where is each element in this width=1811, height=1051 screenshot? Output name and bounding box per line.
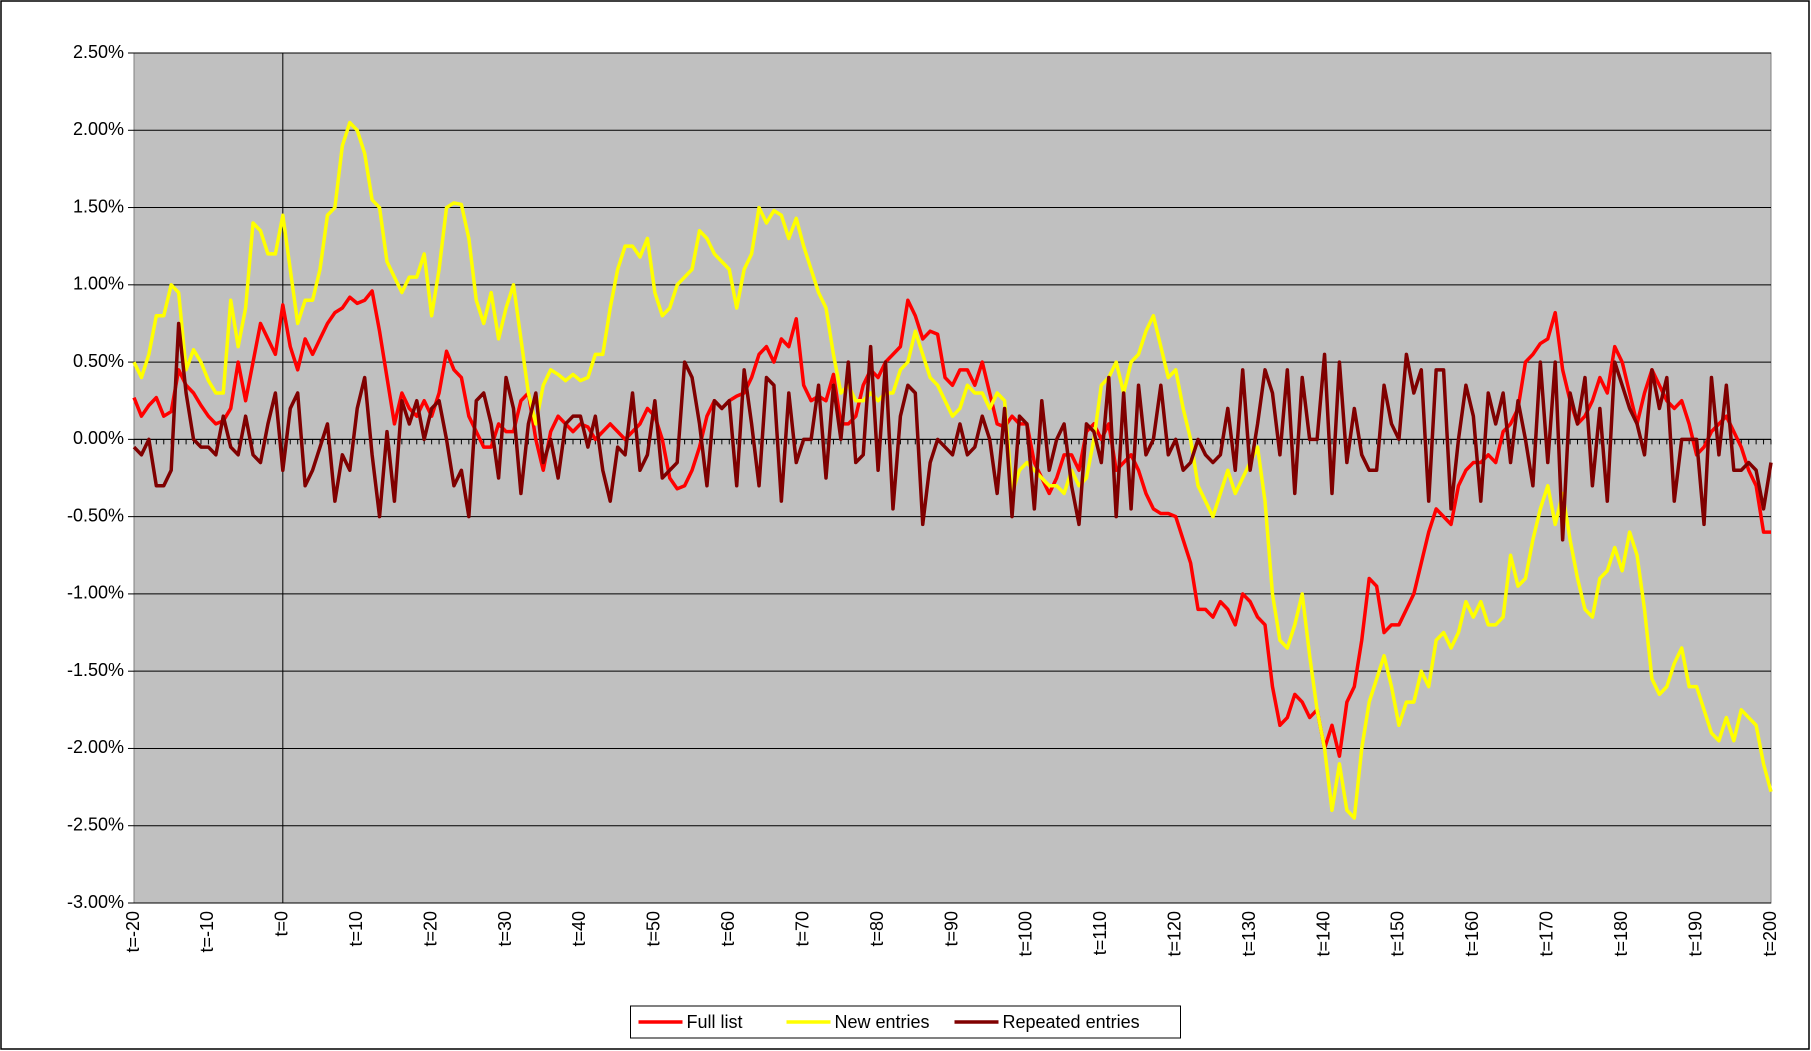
x-tick-label: t=170 [1537,911,1557,957]
y-tick-label: 2.50% [73,42,124,62]
x-tick-label: t=100 [1016,911,1036,957]
y-tick-label: -2.50% [67,814,124,834]
x-tick-label: t=90 [941,911,961,947]
x-tick-label: t=40 [569,911,589,947]
x-tick-label: t=160 [1462,911,1482,957]
series-line [132,289,1771,758]
y-tick-label: 2.00% [73,119,124,139]
x-tick-label: t=50 [644,911,664,947]
x-tick-label: t=120 [1164,911,1184,957]
x-tick-label: t=80 [867,911,887,947]
x-tick-label: t=10 [346,911,366,947]
y-tick-label: 0.00% [73,428,124,448]
x-tick-label: t=140 [1313,911,1333,957]
x-tick-label: t=-10 [197,911,217,953]
y-tick-label: 1.50% [73,196,124,216]
y-tick-label: -0.50% [67,505,124,525]
legend-label: Full list [687,1012,743,1032]
legend-box [630,1005,1181,1039]
x-tick-label: t=190 [1685,911,1705,957]
y-tick-label: 0.50% [73,351,124,371]
x-tick-label: t=30 [495,911,515,947]
x-tick-label: t=70 [792,911,812,947]
x-tick-label: t=130 [1239,911,1259,957]
legend-label: Repeated entries [1003,1012,1140,1032]
legend: Full list New entries Repeated entries [630,1005,1181,1039]
x-tick-label: t=110 [1090,911,1110,955]
legend-label: New entries [835,1012,930,1032]
plot-area [133,52,1772,904]
x-tick-label: t=180 [1611,911,1631,957]
series-line [132,321,1773,542]
y-tick-label: -1.00% [67,583,124,603]
x-tick-label: t=-20 [123,911,143,953]
y-tick-label: -3.00% [67,892,124,912]
y-tick-label: 1.00% [73,274,124,294]
x-tick-label: t=20 [420,911,440,947]
x-tick-label: t=60 [718,911,738,947]
y-tick-label: -1.50% [67,660,124,680]
x-tick-label: t=0 [272,911,292,937]
x-tick-label: t=150 [1388,911,1408,957]
x-tick-label: t=200 [1760,911,1780,957]
y-tick-label: -2.00% [67,737,124,757]
series-line [132,120,1773,820]
